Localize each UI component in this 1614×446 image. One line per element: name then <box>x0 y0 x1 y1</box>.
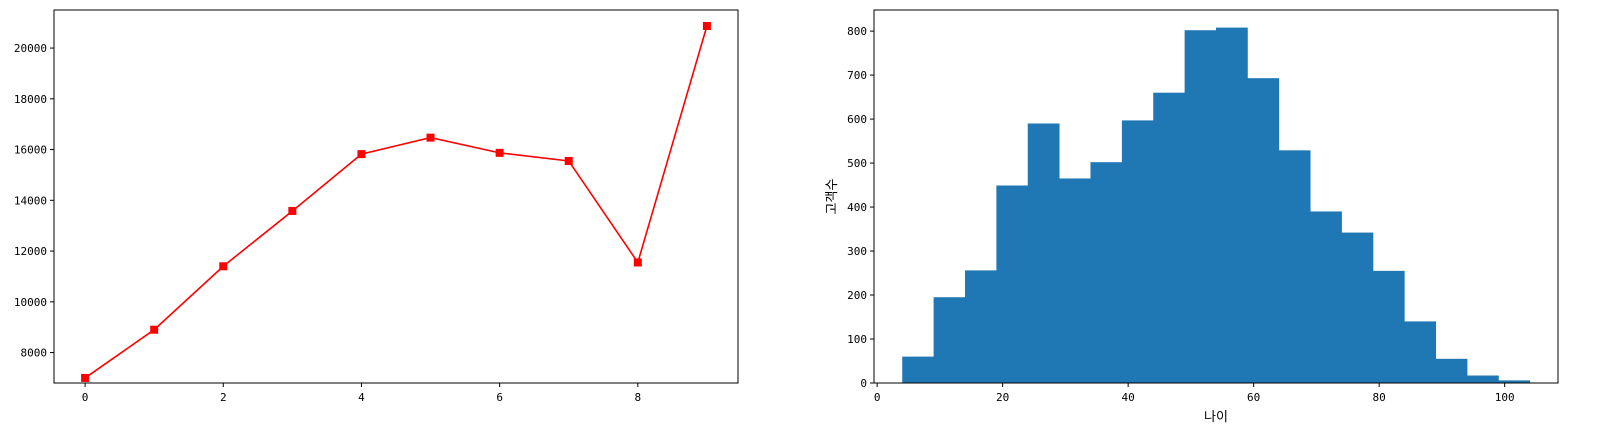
histogram-bar <box>1216 27 1248 384</box>
histogram-bar <box>996 185 1029 383</box>
data-point <box>288 206 297 215</box>
histogram-bar <box>1090 162 1123 383</box>
data-point <box>219 262 228 271</box>
data-point <box>426 133 435 142</box>
y-tick-label: 600 <box>847 113 867 126</box>
histogram-chart: 0 20 40 60 80 100 0 100 200 300 400 500 600 700 800 나이 고… <box>825 9 1559 425</box>
histogram-bar <box>1467 375 1499 383</box>
histogram-bar <box>1372 270 1405 383</box>
y-tick-label: 200 <box>847 289 867 302</box>
y-tick-label: 800 <box>847 25 867 38</box>
y-tick-label: 300 <box>847 245 867 258</box>
histogram-bar <box>1059 178 1091 383</box>
data-point <box>702 21 711 30</box>
y-tick-label: 400 <box>847 201 867 214</box>
x-tick-label: 80 <box>1373 391 1386 404</box>
histogram-bar <box>1027 123 1060 383</box>
axes-frame <box>873 9 1559 384</box>
data-point <box>150 325 159 334</box>
x-axis-label: 나이 <box>1204 410 1228 425</box>
histogram-bar <box>902 356 935 383</box>
x-tick-label: 0 <box>874 391 881 404</box>
y-tick-label: 0 <box>860 377 867 390</box>
y-tick-label: 18000 <box>14 93 47 106</box>
y-tick-label: 700 <box>847 69 867 82</box>
histogram-bar <box>964 270 997 383</box>
y-axis-label: 고객수 <box>825 179 840 215</box>
data-point <box>81 373 90 382</box>
histogram-bar <box>1310 211 1342 383</box>
histogram-bar <box>1404 321 1437 383</box>
series-line <box>84 25 708 379</box>
histogram-bar <box>1341 232 1374 383</box>
y-tick-label: 8000 <box>21 347 48 360</box>
histogram-bar <box>1247 78 1280 383</box>
x-tick-label: 8 <box>635 391 642 404</box>
y-tick-label: 16000 <box>14 144 47 157</box>
y-tick-label: 100 <box>847 333 867 346</box>
histogram-bar <box>1121 120 1154 383</box>
y-tick-label: 20000 <box>14 42 47 55</box>
histogram-bar <box>1153 92 1186 384</box>
axes-frame <box>53 9 739 384</box>
x-tick-label: 2 <box>220 391 227 404</box>
y-tick-label: 500 <box>847 157 867 170</box>
data-point <box>633 258 642 267</box>
data-point <box>495 148 504 157</box>
histogram-bar <box>1278 150 1311 383</box>
line-chart: 0 2 4 6 8 8000 10000 12000 14000 16000 18000 20000 <box>14 9 739 404</box>
data-point <box>564 156 573 165</box>
x-tick-label: 100 <box>1495 391 1515 404</box>
histogram-bar <box>1184 30 1217 383</box>
x-tick-label: 0 <box>82 391 89 404</box>
histogram-bar <box>1435 358 1468 383</box>
y-tick-label: 14000 <box>14 194 47 207</box>
y-tick-label: 12000 <box>14 245 47 258</box>
histogram-bar <box>933 297 966 383</box>
x-tick-label: 20 <box>996 391 1009 404</box>
x-tick-label: 4 <box>358 391 365 404</box>
data-point <box>357 150 366 159</box>
histogram-bar <box>1498 380 1531 383</box>
x-tick-label: 6 <box>496 391 503 404</box>
x-tick-label: 60 <box>1247 391 1260 404</box>
y-tick-label: 10000 <box>14 296 47 309</box>
x-tick-label: 40 <box>1122 391 1135 404</box>
